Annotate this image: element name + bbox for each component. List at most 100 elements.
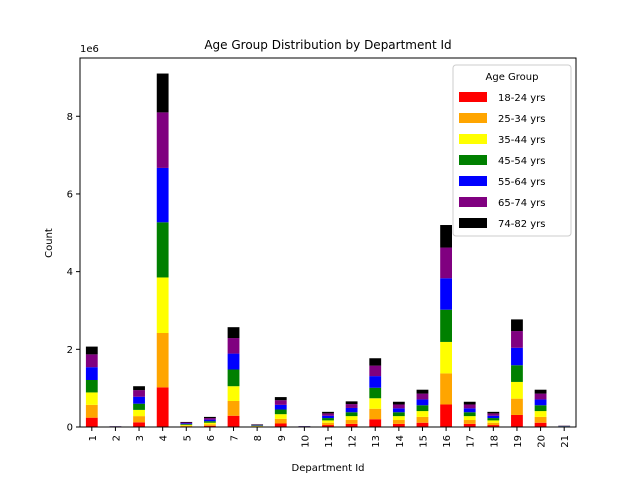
x-tick-label: 12 — [348, 435, 359, 448]
bar-segment-dept-19-18-24-yrs — [511, 414, 523, 427]
bar-segment-dept-15-35-44-yrs — [416, 411, 429, 417]
bar-segment-dept-1-55-64-yrs — [85, 367, 98, 380]
bar-segment-dept-19-45-54-yrs — [511, 365, 523, 382]
bar-segment-dept-7-35-44-yrs — [227, 386, 240, 401]
bar-segment-dept-3-65-74-yrs — [133, 390, 145, 397]
bar-segment-dept-18-18-24-yrs — [487, 425, 500, 427]
bar-segment-dept-4-35-44-yrs — [156, 277, 169, 333]
legend-label: 74-82 yrs — [498, 219, 545, 230]
bar-segment-dept-11-35-44-yrs — [322, 420, 334, 423]
bar-segment-dept-11-55-64-yrs — [322, 415, 334, 419]
legend-swatch — [459, 218, 487, 228]
bar-segment-dept-20-74-82-yrs — [534, 389, 547, 394]
chart-title: Age Group Distribution by Department Id — [204, 38, 451, 52]
bar-segment-dept-15-25-34-yrs — [416, 416, 429, 423]
y-tick-label: 4 — [67, 267, 73, 278]
x-tick-label: 20 — [537, 435, 548, 448]
bar-segment-dept-19-65-74-yrs — [511, 331, 523, 348]
bar-segment-dept-11-25-34-yrs — [322, 422, 334, 426]
bar-segment-dept-12-18-24-yrs — [345, 423, 358, 427]
bar-segment-dept-11-74-82-yrs — [322, 411, 334, 414]
x-tick-label: 17 — [466, 435, 477, 448]
x-tick-label: 6 — [206, 435, 217, 441]
bar-segment-dept-9-55-64-yrs — [274, 404, 287, 410]
bar-segment-dept-13-35-44-yrs — [369, 398, 382, 409]
bar-segment-dept-9-65-74-yrs — [274, 400, 287, 405]
bar-segment-dept-16-35-44-yrs — [440, 341, 452, 374]
bar-segment-dept-14-74-82-yrs — [392, 401, 405, 405]
bar-segment-dept-1-18-24-yrs — [85, 417, 98, 427]
bar-segment-dept-4-55-64-yrs — [156, 167, 169, 223]
bar-segment-dept-6-74-82-yrs — [204, 416, 216, 419]
bar-segment-dept-12-55-64-yrs — [345, 407, 358, 413]
bar-segment-dept-19-35-44-yrs — [511, 381, 523, 399]
x-tick-label: 16 — [442, 435, 453, 448]
y-axis-label: Count — [44, 228, 55, 258]
legend-label: 55-64 yrs — [498, 177, 545, 188]
bar-segment-dept-14-18-24-yrs — [392, 423, 405, 427]
legend-swatch — [459, 113, 487, 123]
bar-segment-dept-3-45-54-yrs — [133, 403, 145, 410]
bar-segment-dept-15-55-64-yrs — [416, 399, 429, 406]
bar-segment-dept-5-25-34-yrs — [180, 425, 193, 427]
bar-segment-dept-7-25-34-yrs — [227, 400, 240, 416]
bar-segment-dept-20-25-34-yrs — [534, 416, 547, 423]
bar-segment-dept-6-25-34-yrs — [204, 424, 216, 426]
bar-segment-dept-19-25-34-yrs — [511, 398, 523, 415]
bar-segment-dept-17-55-64-yrs — [463, 408, 476, 413]
legend-label: 45-54 yrs — [498, 156, 545, 167]
bar-segment-dept-19-74-82-yrs — [511, 319, 523, 332]
y-ticks-group: 0 2 4 6 8 — [67, 112, 80, 434]
bar-segment-dept-9-74-82-yrs — [274, 397, 287, 401]
bar-segment-dept-16-18-24-yrs — [440, 404, 452, 427]
bar-segment-dept-1-45-54-yrs — [85, 380, 98, 393]
bar-segment-dept-20-65-74-yrs — [534, 393, 547, 400]
bar-segment-dept-11-45-54-yrs — [322, 418, 334, 421]
x-tick-label: 3 — [135, 435, 146, 441]
bar-segment-dept-15-74-82-yrs — [416, 389, 429, 394]
bar-segment-dept-20-35-44-yrs — [534, 411, 547, 417]
x-tick-label: 18 — [489, 435, 500, 448]
bar-segment-dept-13-25-34-yrs — [369, 408, 382, 420]
legend-swatch — [459, 176, 487, 186]
bar-segment-dept-16-25-34-yrs — [440, 373, 452, 405]
bar-segment-dept-14-65-74-yrs — [392, 404, 405, 409]
bar-segment-dept-9-35-44-yrs — [274, 414, 287, 419]
bar-segment-dept-18-74-82-yrs — [487, 411, 500, 414]
bar-segment-dept-6-35-44-yrs — [204, 422, 216, 425]
y-tick-label: 6 — [67, 189, 73, 200]
bar-segment-dept-15-18-24-yrs — [416, 422, 429, 427]
x-tick-label: 1 — [88, 435, 99, 441]
bar-segment-dept-1-65-74-yrs — [85, 354, 98, 368]
bar-segment-dept-13-45-54-yrs — [369, 387, 382, 399]
bar-segment-dept-20-45-54-yrs — [534, 405, 547, 412]
bar-segment-dept-1-25-34-yrs — [85, 404, 98, 418]
bar-segment-dept-17-45-54-yrs — [463, 412, 476, 417]
bar-segment-dept-7-18-24-yrs — [227, 415, 240, 427]
bar-segment-dept-3-55-64-yrs — [133, 396, 145, 404]
bar-segment-dept-3-35-44-yrs — [133, 409, 145, 417]
bar-segment-dept-15-65-74-yrs — [416, 393, 429, 400]
bar-segment-dept-6-45-54-yrs — [204, 421, 216, 423]
x-tick-label: 21 — [560, 435, 571, 448]
bar-segment-dept-7-74-82-yrs — [227, 327, 240, 339]
x-tick-label: 7 — [230, 435, 241, 441]
bar-segment-dept-3-18-24-yrs — [133, 422, 145, 427]
bar-segment-dept-20-55-64-yrs — [534, 399, 547, 406]
bar-segment-dept-13-18-24-yrs — [369, 419, 382, 427]
y-tick-label: 0 — [67, 423, 73, 434]
bar-segment-dept-18-25-34-yrs — [487, 422, 500, 426]
bar-segment-dept-7-45-54-yrs — [227, 369, 240, 387]
y-tick-label: 2 — [67, 345, 73, 356]
legend-swatch — [459, 155, 487, 165]
bar-segment-dept-6-55-64-yrs — [204, 419, 216, 422]
bar-segment-dept-5-45-54-yrs — [180, 424, 193, 425]
x-tick-label: 9 — [277, 435, 288, 441]
bar-segment-dept-17-74-82-yrs — [463, 401, 476, 405]
legend-label: 65-74 yrs — [498, 198, 545, 209]
bar-segment-dept-15-45-54-yrs — [416, 405, 429, 412]
bar-segment-dept-13-74-82-yrs — [369, 358, 382, 366]
legend-title: Age Group — [486, 72, 539, 83]
bar-segment-dept-16-65-74-yrs — [440, 247, 452, 279]
